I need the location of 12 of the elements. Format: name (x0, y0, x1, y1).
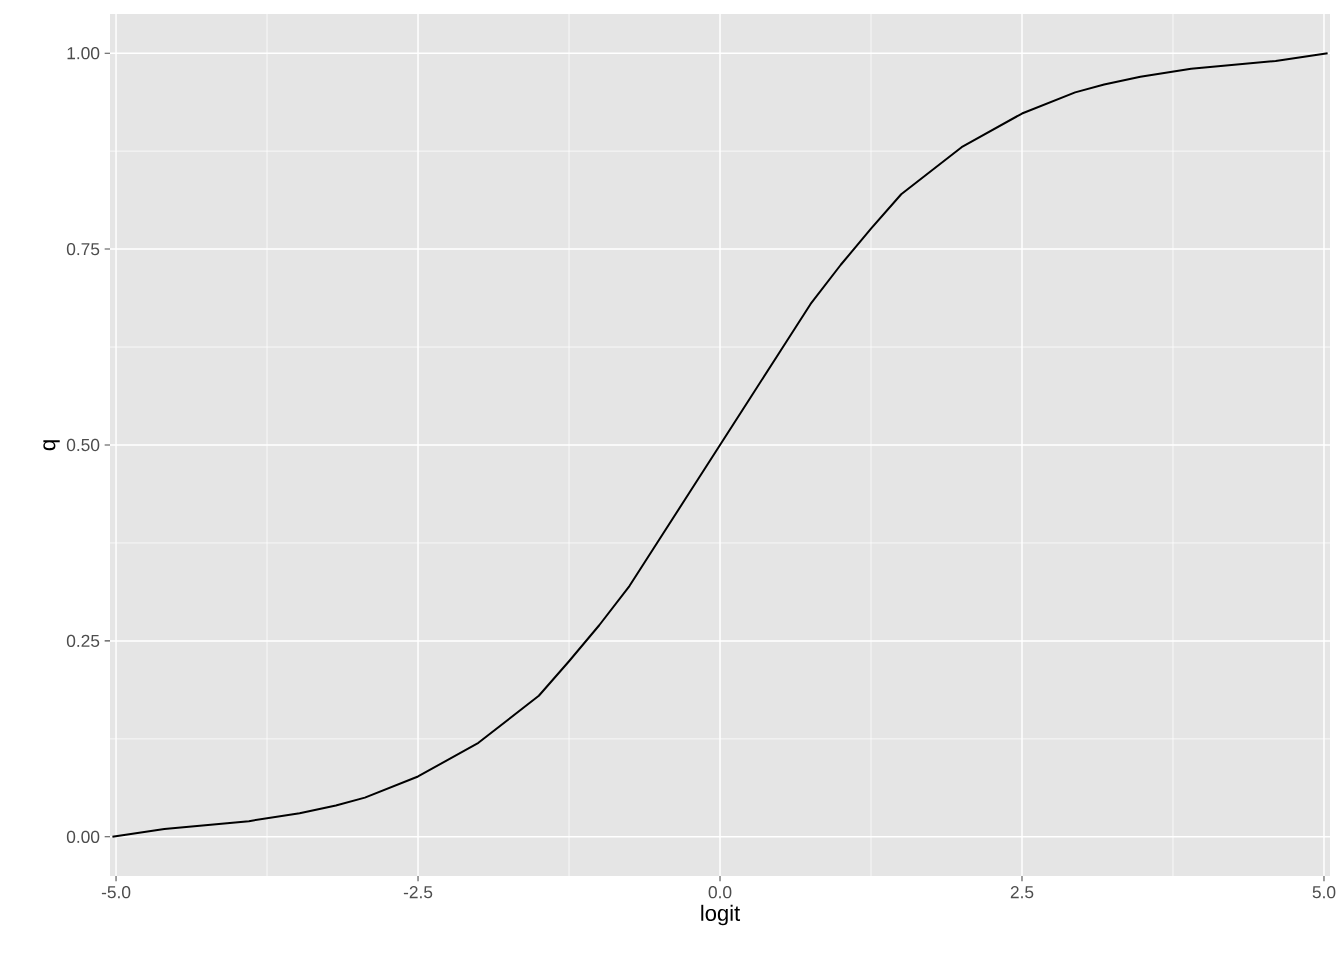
y-tick-label: 0.25 (66, 634, 100, 648)
x-axis-title: logit (701, 904, 741, 926)
x-tick-label: 2.5 (1010, 886, 1034, 899)
y-tick-label: 0.75 (66, 242, 100, 256)
y-tick-label: 0.50 (66, 438, 100, 452)
x-tick-label: 0.0 (708, 886, 732, 899)
x-tick-label: 5.0 (1312, 886, 1336, 899)
y-tick-label: 1.00 (67, 47, 100, 60)
x-tick-label: -2.5 (403, 886, 433, 899)
y-axis-title: q (43, 440, 60, 451)
x-tick-label: -5.0 (101, 886, 131, 899)
y-tick-label: 0.00 (66, 830, 100, 843)
